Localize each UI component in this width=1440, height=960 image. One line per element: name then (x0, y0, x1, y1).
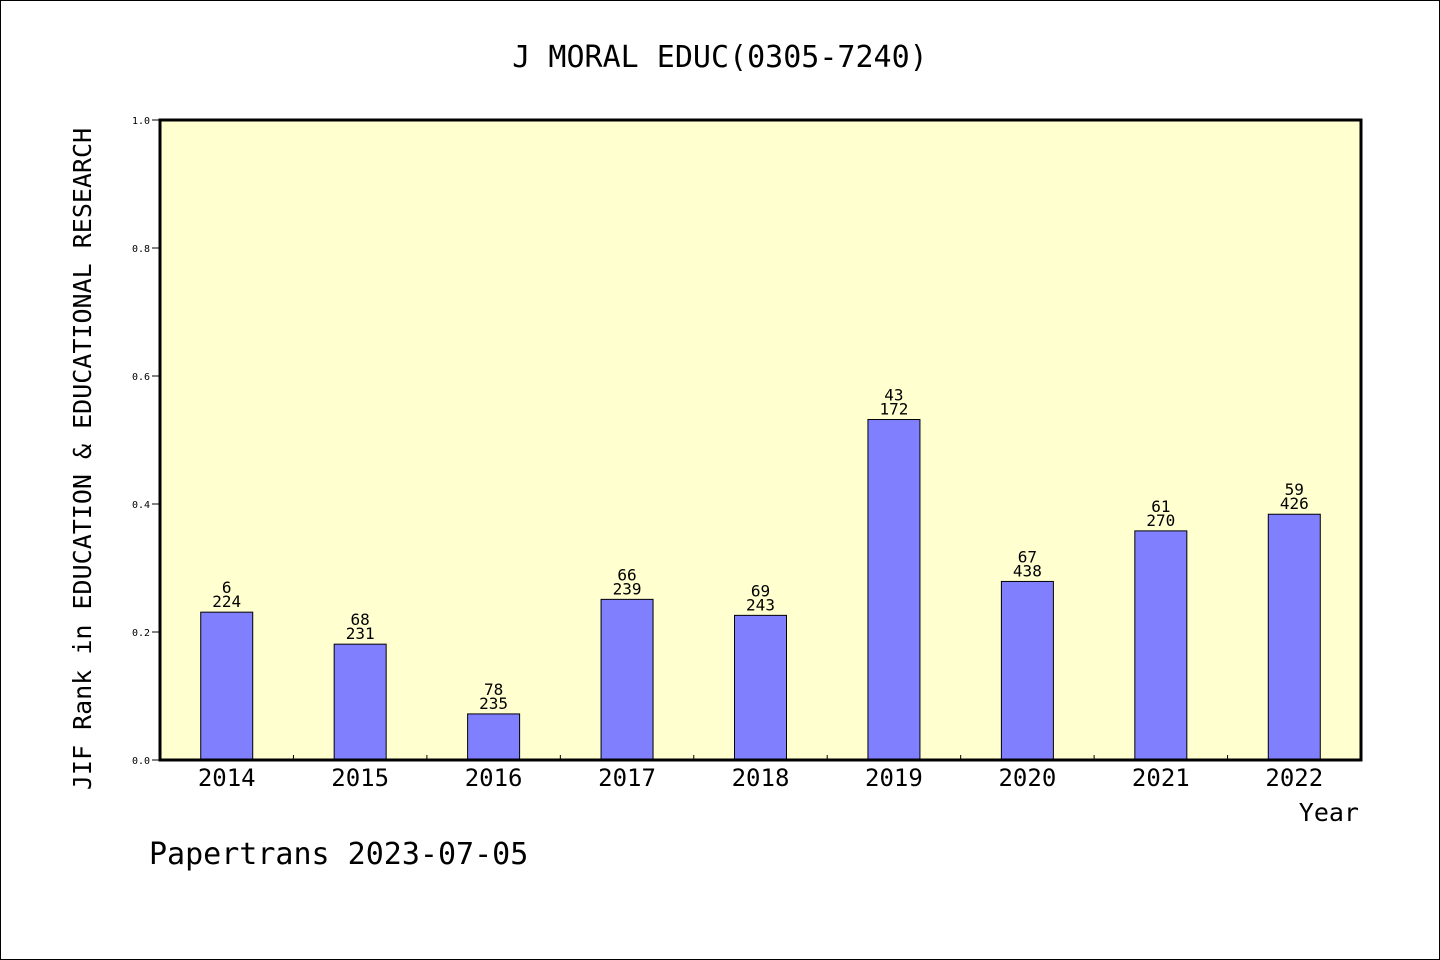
x-tick-label: 2017 (598, 764, 656, 792)
bar-rank-label: 66 (617, 565, 636, 584)
chart-title: J MORAL EDUC(0305-7240) (512, 40, 927, 75)
bar-rank-label: 67 (1018, 547, 1037, 566)
x-tick-label: 2022 (1265, 764, 1323, 792)
x-tick-label: 2015 (331, 764, 389, 792)
bar (734, 614, 787, 761)
x-tick-label: 2019 (865, 764, 923, 792)
x-tick-label: 2018 (732, 764, 790, 792)
bar (200, 611, 254, 761)
bar-rank-label: 61 (1151, 497, 1170, 516)
x-axis-title: Year (1299, 798, 1359, 827)
bar (1267, 513, 1321, 761)
bar-total-label: 270 (1146, 511, 1175, 530)
bar (867, 419, 921, 761)
bar-total-label: 438 (1013, 561, 1042, 580)
bar-rank-label: 59 (1285, 480, 1304, 499)
y-axis-title: JIF Rank in EDUCATION & EDUCATIONAL RESE… (68, 128, 97, 790)
bar-total-label: 239 (613, 579, 642, 598)
y-tick-label: 0.8 (132, 244, 150, 255)
y-tick-label: 0.4 (132, 500, 150, 511)
bar-rank-label: 69 (751, 581, 770, 600)
bar-rank-label: 6 (222, 578, 232, 597)
y-tick-label: 1.0 (132, 116, 150, 127)
bar (600, 598, 654, 761)
bar-total-label: 426 (1280, 494, 1309, 513)
bar-rank-label: 43 (884, 386, 903, 405)
bar-total-label: 231 (346, 624, 375, 643)
x-tick-label: 2021 (1132, 764, 1190, 792)
x-tick-label: 2014 (198, 764, 256, 792)
plot-border (158, 118, 1363, 762)
y-tick-label: 0.6 (132, 372, 150, 383)
bar-total-label: 172 (879, 400, 908, 419)
bar-rank-label: 68 (351, 610, 370, 629)
bar (1134, 530, 1188, 761)
bar-rank-label: 78 (484, 680, 503, 699)
bar-total-label: 243 (746, 595, 775, 614)
bar-total-label: 224 (212, 592, 241, 611)
bar-total-label: 235 (479, 694, 508, 713)
bar (333, 643, 387, 761)
y-axis: 0.0 0.2 0.4 0.6 0.8 1.0 (132, 116, 160, 767)
bar-series (200, 419, 1321, 761)
x-axis: 2014 2015 2016 2017 2018 2019 2020 2021 2022 (198, 755, 1323, 792)
x-tick-label: 2020 (998, 764, 1056, 792)
bar (1000, 580, 1054, 761)
y-tick-label: 0.0 (132, 756, 150, 767)
footer-credit: Papertrans 2023-07-05 (149, 837, 528, 872)
x-tick-label: 2016 (465, 764, 523, 792)
bar (467, 713, 521, 761)
y-tick-label: 0.2 (132, 628, 150, 639)
